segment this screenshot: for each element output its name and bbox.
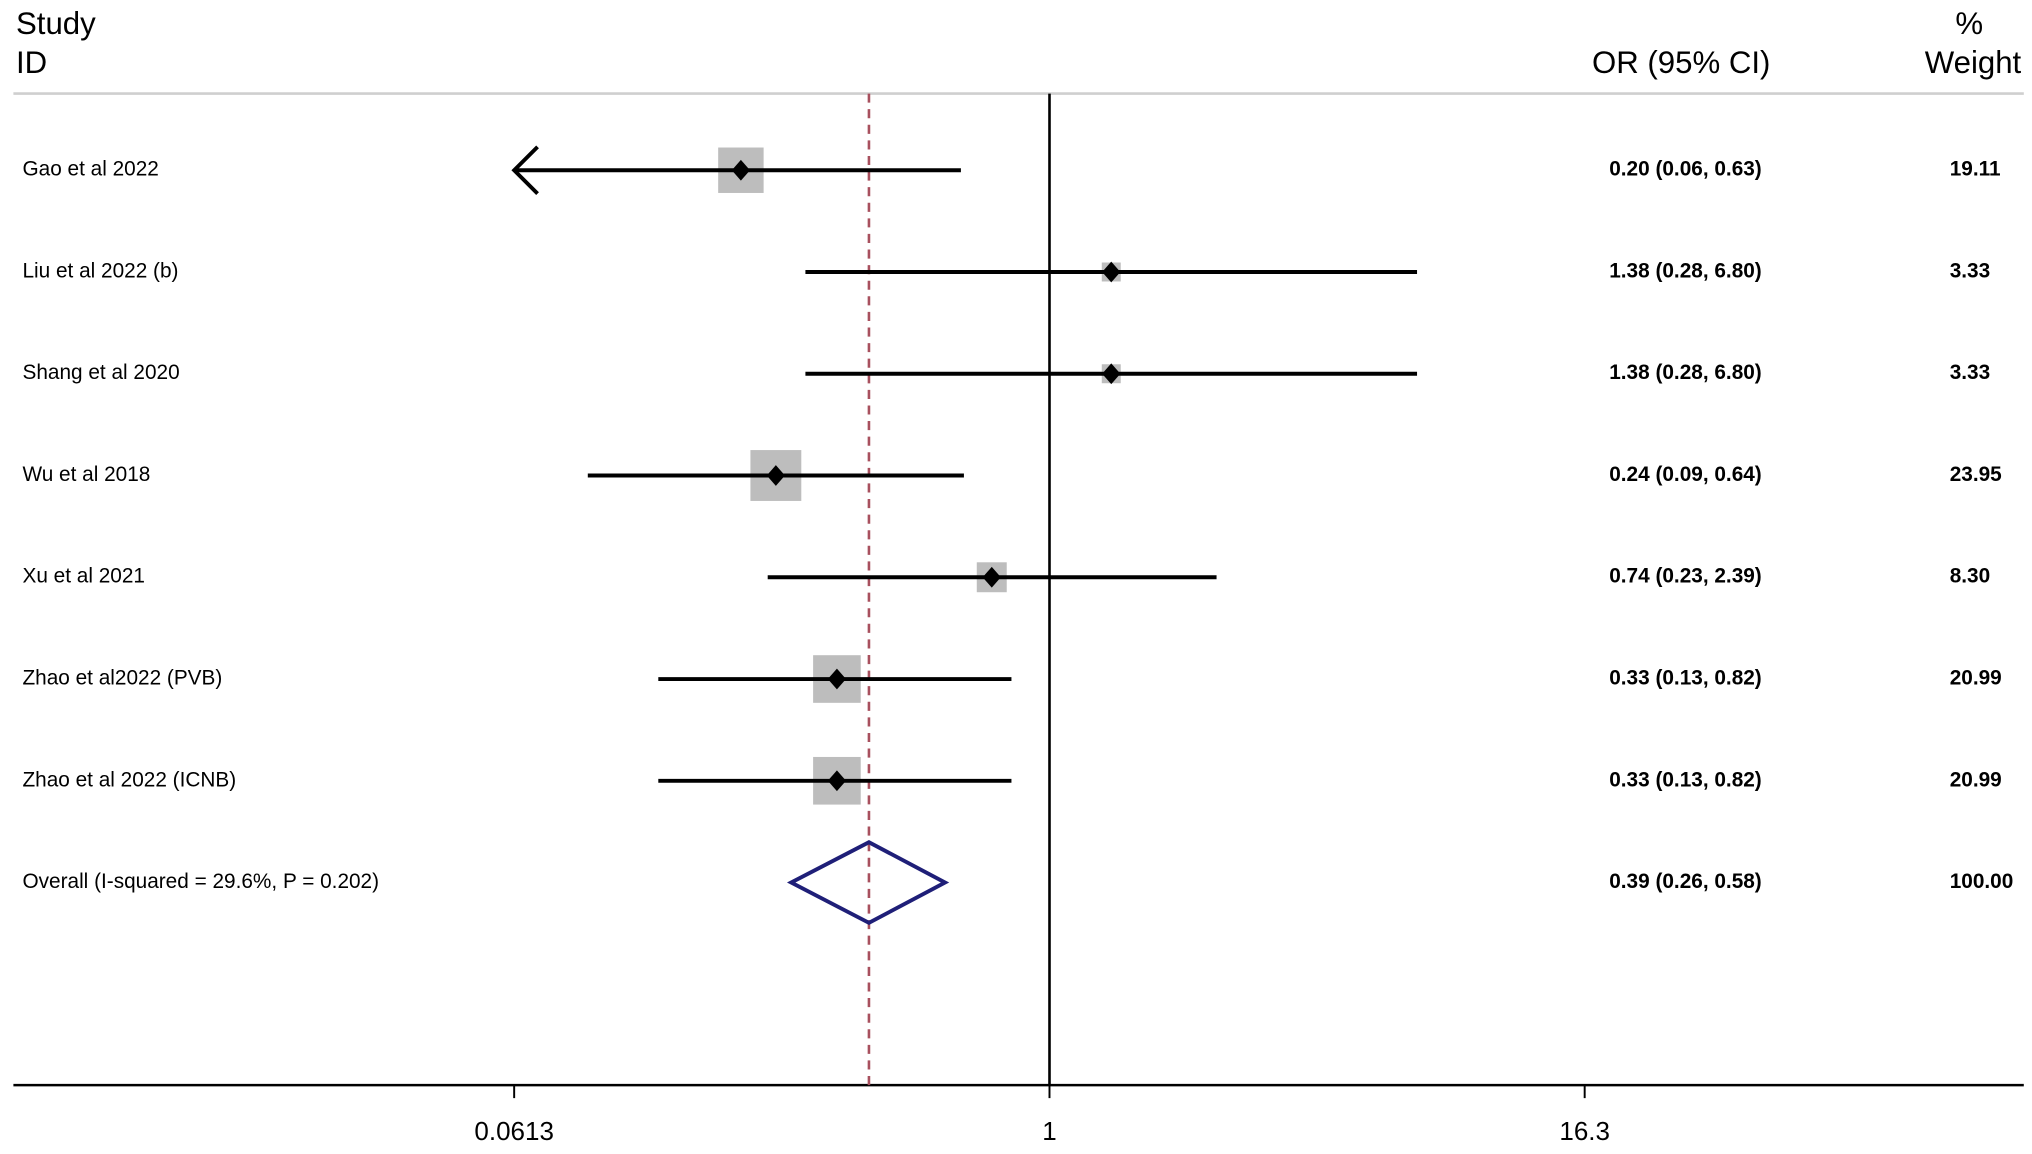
overall-effect-label: 0.39 (0.26, 0.58) [1609, 870, 1762, 893]
point-estimate [827, 770, 847, 792]
effect-label: 0.33 (0.13, 0.82) [1609, 666, 1762, 689]
weight-label: 8.30 [1950, 565, 1990, 588]
weight-label: 3.33 [1950, 361, 1990, 384]
point-estimate [1102, 261, 1121, 283]
weight-label: 20.99 [1950, 666, 2002, 689]
weight-label: 23.95 [1950, 463, 2002, 486]
x-tick-label: 1 [1042, 1116, 1056, 1146]
header-effect: OR (95% CI) [1592, 45, 1770, 80]
effect-label: 0.33 (0.13, 0.82) [1609, 768, 1762, 791]
effect-label: 0.74 (0.23, 2.39) [1609, 565, 1762, 588]
weight-label: 3.33 [1950, 259, 1990, 282]
weight-label: 19.11 [1950, 158, 2001, 181]
study-name: Zhao et al 2022 (ICNB) [22, 768, 236, 791]
study-name: Gao et al 2022 [22, 158, 158, 181]
study-name: Xu et al 2021 [22, 565, 144, 588]
x-tick-label: 16.3 [1559, 1116, 1610, 1146]
effect-label: 0.24 (0.09, 0.64) [1609, 463, 1762, 486]
study-name: Shang et al 2020 [22, 361, 179, 384]
ci-arrow [511, 145, 539, 196]
effect-label: 1.38 (0.28, 6.80) [1609, 259, 1762, 282]
effect-label: 1.38 (0.28, 6.80) [1609, 361, 1762, 384]
study-name: Liu et al 2022 (b) [22, 259, 178, 282]
header-pct: % [1955, 6, 1983, 41]
point-estimate [766, 465, 785, 486]
overall-name: Overall (I-squared = 29.6%, P = 0.202) [22, 870, 379, 893]
study-name: Zhao et al2022 (PVB) [22, 666, 222, 689]
header-study: Study [16, 6, 96, 41]
overall-diamond [786, 840, 950, 926]
header-id: ID [16, 45, 47, 80]
point-estimate [827, 668, 847, 690]
weight-label: 20.99 [1950, 768, 2002, 791]
effect-label: 0.20 (0.06, 0.63) [1609, 158, 1762, 181]
point-estimate [1102, 363, 1121, 385]
study-name: Wu et al 2018 [22, 463, 150, 486]
overall-weight-label: 100.00 [1950, 870, 2014, 893]
x-tick-label: 0.0613 [474, 1116, 553, 1146]
header-weight: Weight [1925, 45, 2022, 80]
